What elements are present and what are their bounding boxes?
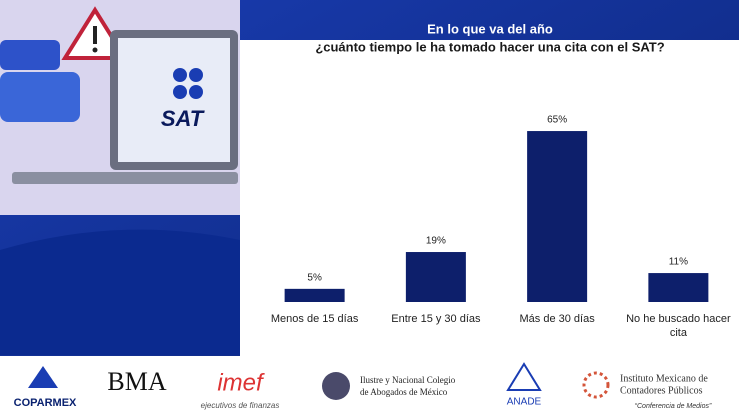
logo-text: imef: [217, 369, 265, 396]
logo-band: [0, 356, 739, 415]
logo-text: ejecutivos de finanzas: [201, 401, 280, 410]
logo-text: Instituto Mexicano de: [620, 373, 708, 384]
logo-text: COPARMEX: [14, 397, 77, 409]
wave: [0, 229, 240, 355]
category-label: Más de 30 días: [519, 313, 595, 325]
chart-title: En lo que va del año: [427, 21, 553, 36]
warning-mark: [92, 47, 98, 53]
value-label: 5%: [307, 272, 322, 283]
bar: [648, 273, 709, 302]
sat-label: SAT: [161, 106, 205, 131]
sat-dot: [173, 68, 187, 82]
warning-mark: [93, 26, 97, 44]
coparmex-icon: [28, 366, 58, 388]
sat-dot: [189, 85, 203, 99]
category-label: Entre 15 y 30 días: [391, 313, 481, 325]
value-label: 65%: [547, 115, 567, 126]
bar: [527, 131, 588, 302]
chat-bubble: [0, 40, 60, 70]
logo-text: “Conferencia de Medios”: [635, 403, 712, 410]
laptop-display: [118, 38, 230, 162]
chart-subtitle: ¿cuánto tiempo le ha tomado hacer una ci…: [315, 39, 664, 54]
sat-dot: [173, 85, 187, 99]
logo-text: ANADE: [507, 397, 542, 408]
logo-text: de Abogados de México: [360, 387, 448, 397]
category-label: Menos de 15 días: [270, 313, 359, 325]
sat-dot: [189, 68, 203, 82]
bar: [284, 288, 345, 302]
chat-bubble: [0, 72, 80, 122]
value-label: 11%: [669, 257, 688, 268]
laptop-base: [12, 172, 238, 184]
value-label: 19%: [426, 236, 446, 247]
anade-icon: [506, 362, 542, 391]
instituto-icon: [582, 371, 610, 399]
logo-text: BMA: [107, 367, 166, 396]
chart-area: [240, 40, 739, 356]
colegio-seal: [322, 372, 350, 400]
bar: [405, 252, 466, 302]
category-label: No he buscado hacer cita: [626, 313, 731, 339]
logo-text: Ilustre y Nacional Colegio: [360, 375, 456, 385]
logo-text: Contadores Públicos: [620, 385, 703, 396]
